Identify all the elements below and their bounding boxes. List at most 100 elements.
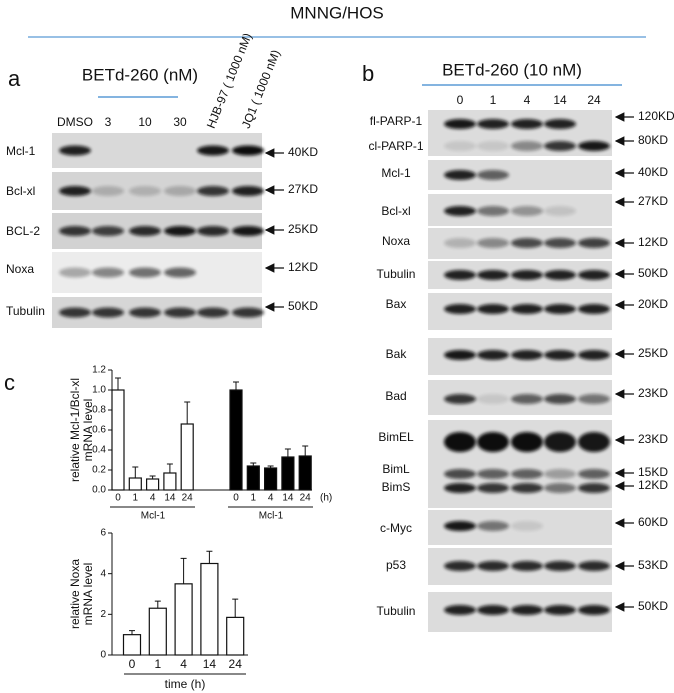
- protein-label: Tubulin: [377, 267, 416, 281]
- lane-label: 10: [138, 115, 152, 129]
- error-bar: [184, 401, 191, 424]
- band: [578, 483, 610, 493]
- lane-label: 3: [105, 115, 112, 129]
- band: [59, 307, 91, 318]
- protein-label: Tubulin: [377, 604, 416, 618]
- band: [444, 521, 476, 531]
- band: [477, 483, 509, 493]
- band: [164, 307, 196, 318]
- band: [232, 226, 264, 236]
- band: [544, 304, 576, 314]
- y-tick-label: 1.0: [92, 385, 106, 396]
- bar: [163, 472, 177, 491]
- error-bar: [250, 462, 257, 466]
- protein-label: Noxa: [382, 234, 410, 248]
- band: [477, 432, 509, 452]
- band: [477, 206, 509, 216]
- band: [511, 394, 543, 404]
- band: [477, 350, 509, 360]
- band: [129, 226, 161, 236]
- group-label: Mcl-1: [259, 511, 284, 522]
- band: [232, 186, 264, 196]
- band: [164, 226, 196, 236]
- band: [511, 469, 543, 479]
- band: [59, 267, 91, 278]
- band: [444, 394, 476, 404]
- x-tick-label: 24: [300, 493, 312, 504]
- band: [477, 238, 509, 248]
- protein-label: BimEL: [378, 430, 414, 444]
- x-tick-label: 0: [115, 493, 121, 504]
- protein-label: Noxa: [6, 262, 34, 276]
- x-tick-label: 1: [251, 493, 257, 504]
- band: [511, 605, 543, 615]
- bar: [281, 456, 295, 491]
- band: [578, 350, 610, 360]
- treatment-label: BETd-260 (nM): [82, 65, 198, 84]
- band: [232, 145, 264, 156]
- band: [129, 307, 161, 318]
- size-label: 80KD: [638, 133, 668, 147]
- band: [578, 141, 610, 151]
- error-bar: [302, 445, 309, 456]
- y-tick-label: 0.8: [92, 405, 106, 416]
- bar: [246, 465, 260, 491]
- band: [511, 141, 543, 151]
- size-label: 50KD: [638, 599, 668, 613]
- lane-label: 24: [587, 93, 601, 107]
- band: [444, 432, 476, 452]
- error-bar: [115, 377, 121, 390]
- band: [197, 226, 229, 236]
- size-label: 50KD: [288, 299, 318, 313]
- y-tick-label: 0: [100, 650, 106, 661]
- bar: [148, 607, 167, 656]
- band: [197, 145, 229, 156]
- band: [444, 483, 476, 493]
- band: [92, 186, 124, 196]
- band: [129, 267, 161, 278]
- band: [511, 304, 543, 314]
- band: [444, 605, 476, 615]
- band: [544, 469, 576, 479]
- size-label: 40KD: [288, 145, 318, 159]
- protein-label: Bak: [386, 347, 408, 361]
- band: [444, 206, 476, 216]
- x-tick-label: 0: [233, 493, 239, 504]
- band: [511, 238, 543, 248]
- error-bar: [180, 557, 187, 584]
- bar: [229, 389, 243, 491]
- error-bar: [132, 466, 139, 478]
- band: [511, 206, 543, 216]
- band: [578, 561, 610, 571]
- band: [511, 119, 543, 129]
- lane-label: 4: [524, 93, 531, 107]
- y-tick-label: 0.0: [92, 485, 106, 496]
- band: [578, 304, 610, 314]
- size-label: 25KD: [288, 222, 318, 236]
- x-tick-label: 1: [133, 493, 139, 504]
- band: [544, 238, 576, 248]
- protein-label: fl-PARP-1: [370, 114, 423, 128]
- band: [197, 186, 229, 196]
- band: [477, 141, 509, 151]
- size-label: 40KD: [638, 165, 668, 179]
- band: [477, 119, 509, 129]
- x-axis-label: time (h): [165, 677, 206, 691]
- lane-label: 0: [457, 93, 464, 107]
- size-label: 50KD: [638, 266, 668, 280]
- band: [544, 206, 576, 216]
- band: [578, 469, 610, 479]
- y-axis-label: mRNA level: [81, 399, 95, 462]
- bar: [111, 389, 125, 491]
- bar: [226, 616, 245, 656]
- y-tick-label: 0.4: [92, 445, 106, 456]
- bar: [146, 478, 160, 491]
- band: [477, 561, 509, 571]
- band: [578, 432, 610, 452]
- y-tick-label: 0.2: [92, 465, 106, 476]
- band: [444, 170, 476, 180]
- band: [544, 350, 576, 360]
- band: [477, 605, 509, 615]
- band: [511, 483, 543, 493]
